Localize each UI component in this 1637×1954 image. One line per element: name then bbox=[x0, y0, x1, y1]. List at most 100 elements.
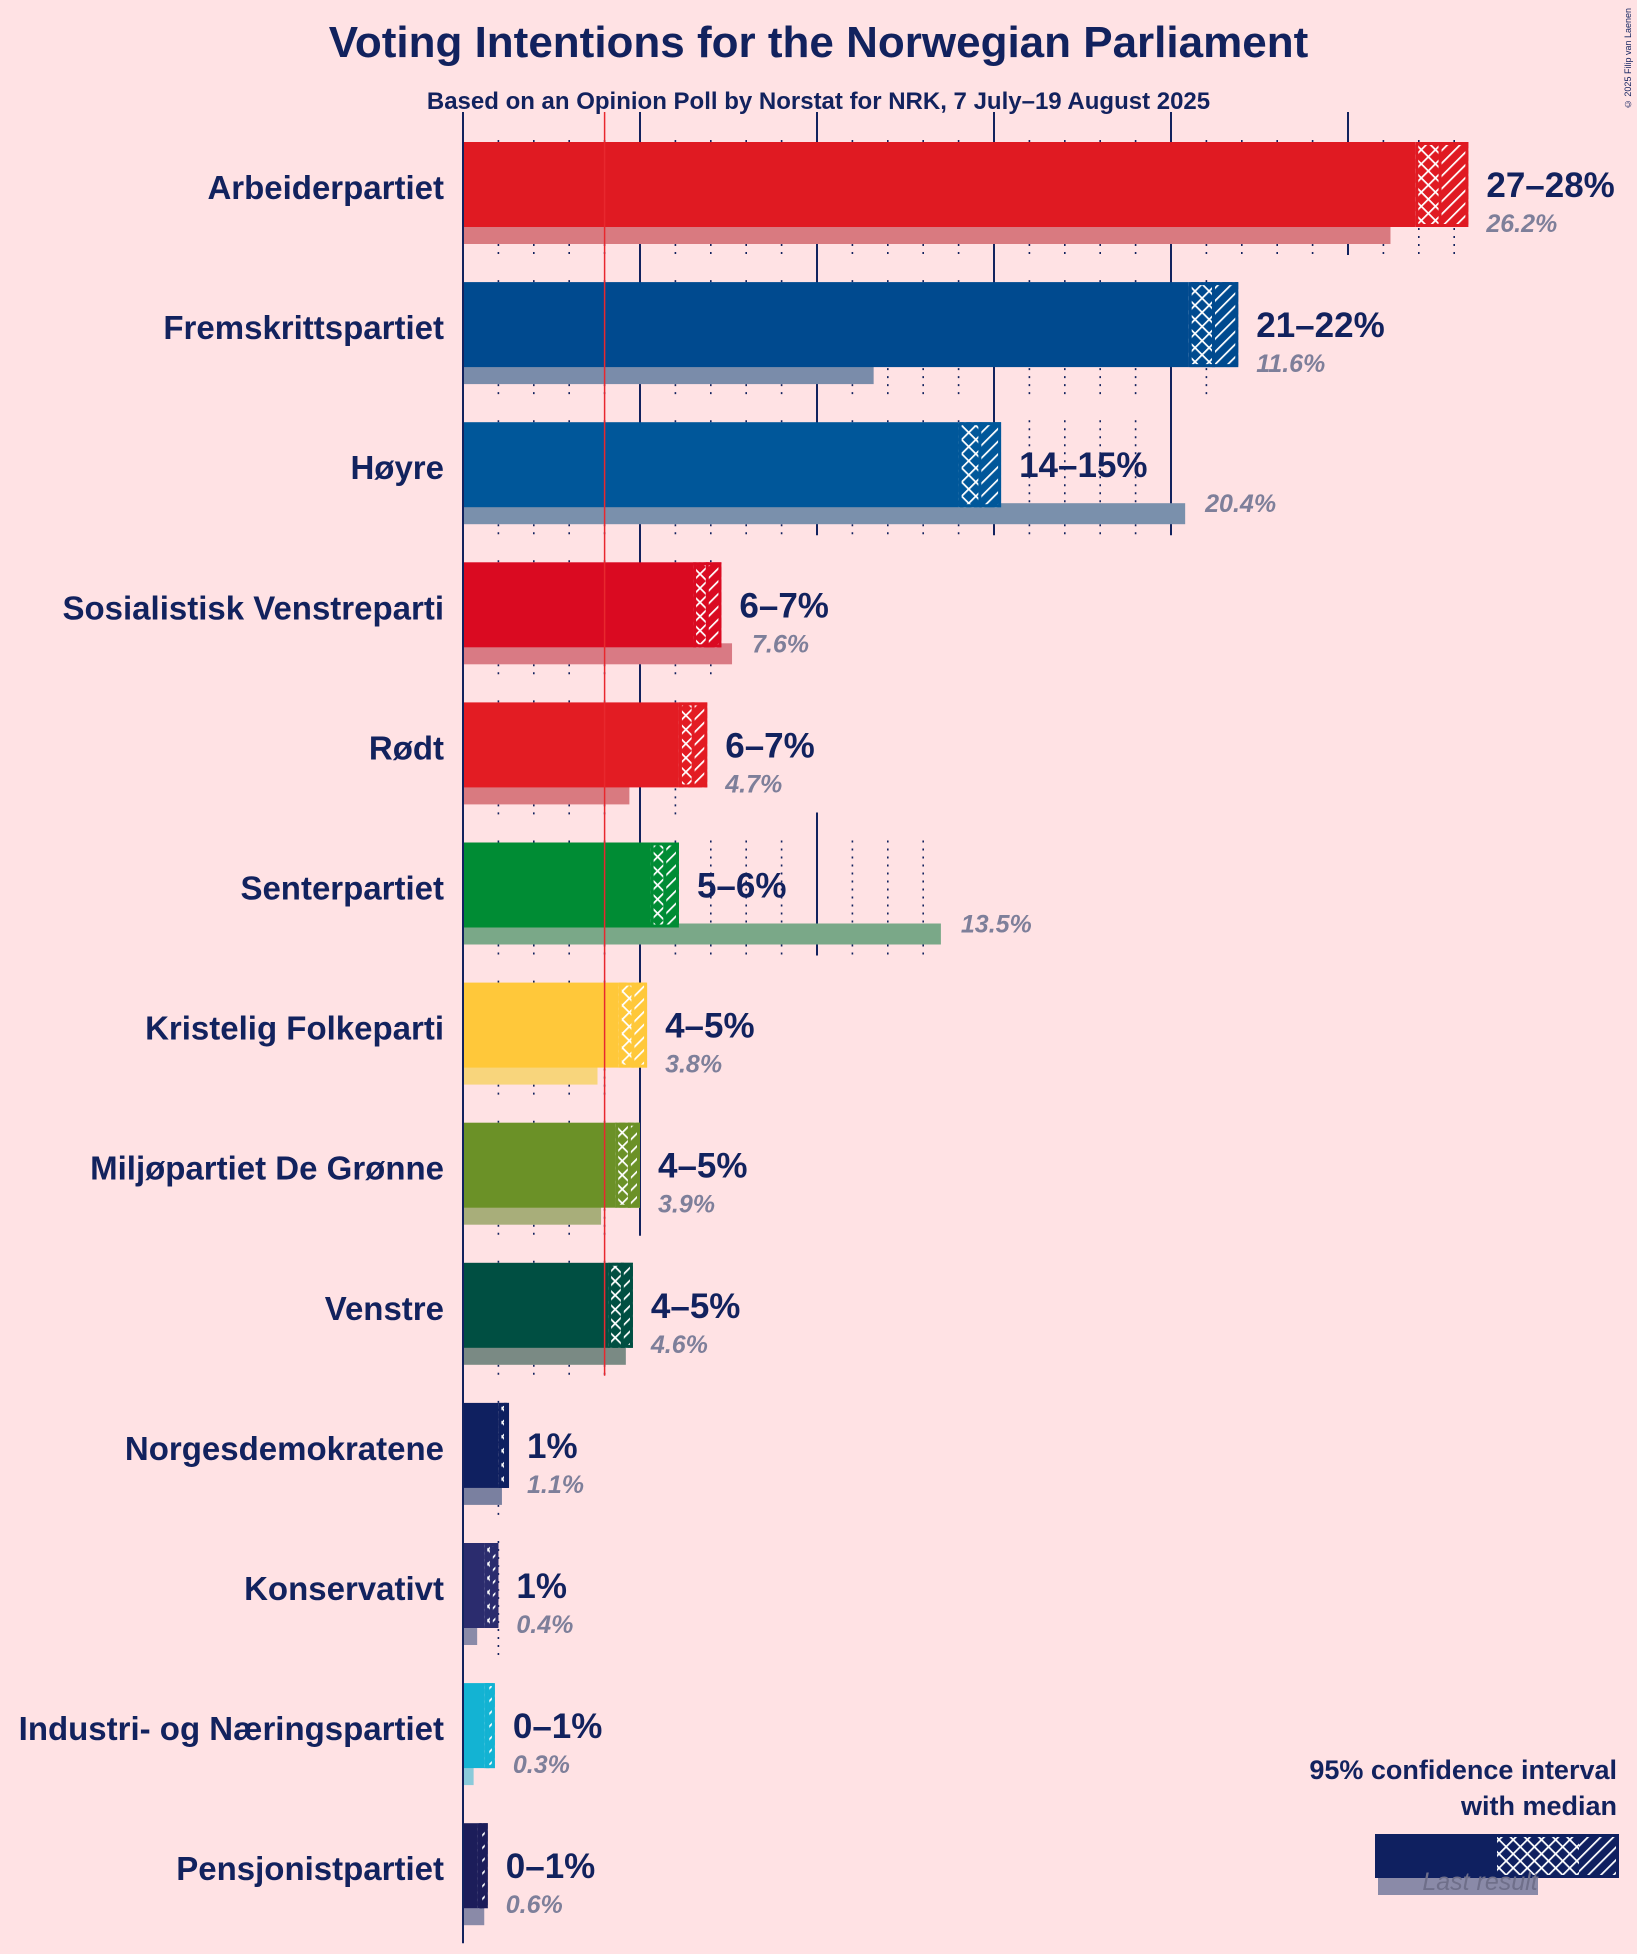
bar-kristelig-folkeparti bbox=[463, 982, 619, 1068]
ci-outline-pensjonistpartiet bbox=[477, 1823, 488, 1909]
bar-fremskrittspartiet bbox=[463, 282, 1189, 368]
range-label-fremskrittspartiet: 21–22% bbox=[1256, 306, 1384, 345]
last-result-label-fremskrittspartiet: 11.6% bbox=[1256, 350, 1325, 378]
ci-upper-venstre bbox=[622, 1262, 633, 1348]
ci-upper-miljopartiet-de-gronne bbox=[629, 1122, 640, 1208]
last-result-bar-arbeiderpartiet bbox=[463, 223, 1391, 244]
last-result-bar-hoyre bbox=[463, 503, 1186, 525]
last-result-bar-fremskrittspartiet bbox=[463, 363, 874, 385]
range-label-industri-og-naeringspartiet: 0–1% bbox=[513, 1707, 603, 1746]
last-result-label-miljopartiet-de-gronne: 3.9% bbox=[658, 1191, 715, 1219]
ci-lower-arbeiderpartiet bbox=[1415, 142, 1441, 227]
ci-upper-sosialistisk-venstreparti bbox=[707, 562, 722, 648]
last-result-label-rodt: 4.7% bbox=[724, 770, 782, 798]
range-label-arbeiderpartiet: 27–28% bbox=[1486, 166, 1614, 205]
last-result-label-venstre: 4.6% bbox=[650, 1331, 708, 1359]
last-result-bar-konservativt bbox=[463, 1624, 478, 1645]
legend-title: 95% confidence interval with median bbox=[1217, 1752, 1617, 1824]
ci-upper-industri-og-naeringspartiet bbox=[487, 1683, 495, 1769]
ci-lower-konservativt bbox=[484, 1543, 492, 1628]
last-result-bar-venstre bbox=[463, 1343, 626, 1365]
legend-title-line1: 95% confidence interval bbox=[1309, 1755, 1617, 1785]
party-label-venstre: Venstre bbox=[325, 1290, 444, 1327]
last-result-label-sosialistisk-venstreparti: 7.6% bbox=[752, 630, 809, 658]
party-label-fremskrittspartiet: Fremskrittspartiet bbox=[163, 309, 444, 346]
last-result-label-norgesdemokratene: 1.1% bbox=[527, 1471, 584, 1499]
chart-title: Voting Intentions for the Norwegian Parl… bbox=[328, 18, 1309, 67]
range-label-sosialistisk-venstreparti: 6–7% bbox=[739, 586, 829, 625]
range-label-hoyre: 14–15% bbox=[1019, 446, 1147, 485]
ci-upper-rodt bbox=[693, 702, 708, 788]
ci-lower-kristelig-folkeparti bbox=[618, 982, 633, 1068]
ci-outline-miljopartiet-de-gronne bbox=[615, 1122, 640, 1208]
party-label-kristelig-folkeparti: Kristelig Folkeparti bbox=[145, 1010, 444, 1047]
bar-miljopartiet-de-gronne bbox=[463, 1122, 616, 1208]
last-result-bar-norgesdemokratene bbox=[463, 1483, 502, 1505]
last-result-label-senterpartiet: 13.5% bbox=[961, 911, 1032, 939]
legend-title-line2: with median bbox=[1460, 1791, 1617, 1821]
range-label-rodt: 6–7% bbox=[725, 726, 815, 765]
party-label-norgesdemokratene: Norgesdemokratene bbox=[125, 1430, 444, 1467]
party-label-arbeiderpartiet: Arbeiderpartiet bbox=[207, 169, 444, 206]
bar-konservativt bbox=[463, 1543, 485, 1628]
bar-rodt bbox=[463, 702, 679, 788]
party-label-rodt: Rødt bbox=[369, 729, 444, 766]
legend-ci-upper bbox=[1579, 1834, 1619, 1878]
last-result-bar-kristelig-folkeparti bbox=[463, 1063, 598, 1085]
chart-subtitle: Based on an Opinion Poll by Norstat for … bbox=[426, 88, 1211, 115]
legend-last-result-swatch bbox=[1378, 1878, 1538, 1895]
range-label-konservativt: 1% bbox=[516, 1567, 567, 1606]
last-result-bar-senterpartiet bbox=[463, 923, 941, 945]
last-result-label-arbeiderpartiet: 26.2% bbox=[1485, 210, 1557, 238]
range-label-pensjonistpartiet: 0–1% bbox=[506, 1847, 596, 1886]
ci-lower-rodt bbox=[678, 702, 694, 788]
legend-ci-lower bbox=[1497, 1834, 1579, 1878]
ci-outline-venstre bbox=[608, 1262, 633, 1348]
range-label-senterpartiet: 5–6% bbox=[697, 867, 787, 906]
bar-pensjonistpartiet bbox=[463, 1823, 478, 1909]
last-result-label-industri-og-naeringspartiet: 0.3% bbox=[513, 1751, 570, 1779]
ci-upper-senterpartiet bbox=[664, 842, 679, 928]
last-result-bar-rodt bbox=[463, 783, 630, 805]
ci-lower-venstre bbox=[608, 1262, 623, 1348]
last-result-label-konservativt: 0.4% bbox=[516, 1611, 573, 1639]
bar-senterpartiet bbox=[463, 842, 651, 928]
ci-upper-fremskrittspartiet bbox=[1213, 282, 1239, 368]
party-label-sosialistisk-venstreparti: Sosialistisk Venstreparti bbox=[62, 589, 444, 626]
range-label-norgesdemokratene: 1% bbox=[527, 1427, 578, 1466]
last-result-bar-sosialistisk-venstreparti bbox=[463, 643, 733, 665]
ci-outline-industri-og-naeringspartiet bbox=[484, 1683, 495, 1769]
party-label-konservativt: Konservativt bbox=[244, 1570, 444, 1607]
ci-lower-norgesdemokratene bbox=[498, 1402, 506, 1488]
last-result-bar-industri-og-naeringspartiet bbox=[463, 1764, 474, 1786]
legend-last-result-label: Last result bbox=[1422, 1868, 1538, 1896]
bar-arbeiderpartiet bbox=[463, 142, 1416, 227]
ci-lower-sosialistisk-venstreparti bbox=[693, 562, 708, 648]
legend-bar-swatch bbox=[1375, 1834, 1497, 1878]
range-label-kristelig-folkeparti: 4–5% bbox=[665, 1007, 755, 1046]
ci-upper-kristelig-folkeparti bbox=[632, 982, 648, 1068]
last-result-label-hoyre: 20.4% bbox=[1204, 490, 1276, 518]
range-label-miljopartiet-de-gronne: 4–5% bbox=[658, 1147, 748, 1186]
bar-venstre bbox=[463, 1262, 609, 1348]
party-label-senterpartiet: Senterpartiet bbox=[240, 870, 444, 907]
ci-upper-konservativt bbox=[491, 1543, 499, 1628]
ci-upper-hoyre bbox=[979, 422, 1002, 508]
ci-lower-hoyre bbox=[958, 422, 980, 508]
party-label-hoyre: Høyre bbox=[350, 449, 444, 486]
ci-lower-senterpartiet bbox=[650, 842, 665, 928]
ci-lower-miljopartiet-de-gronne bbox=[615, 1122, 630, 1208]
ci-outline-norgesdemokratene bbox=[498, 1402, 510, 1488]
bar-sosialistisk-venstreparti bbox=[463, 562, 694, 648]
last-result-label-pensjonistpartiet: 0.6% bbox=[506, 1891, 563, 1919]
bar-norgesdemokratene bbox=[463, 1402, 499, 1488]
legend-outline bbox=[1375, 1834, 1619, 1878]
last-result-label-kristelig-folkeparti: 3.8% bbox=[665, 1051, 722, 1079]
bars-group: Arbeiderpartiet 27–28% 26.2% Fremskrittspar… bbox=[19, 112, 1615, 1944]
ci-upper-arbeiderpartiet bbox=[1440, 142, 1469, 227]
party-label-industri-og-naeringspartiet: Industri- og Næringspartiet bbox=[19, 1710, 444, 1747]
party-label-pensjonistpartiet: Pensjonistpartiet bbox=[176, 1850, 444, 1887]
last-result-bar-pensjonistpartiet bbox=[463, 1904, 485, 1926]
last-result-bar-miljopartiet-de-gronne bbox=[463, 1203, 602, 1225]
